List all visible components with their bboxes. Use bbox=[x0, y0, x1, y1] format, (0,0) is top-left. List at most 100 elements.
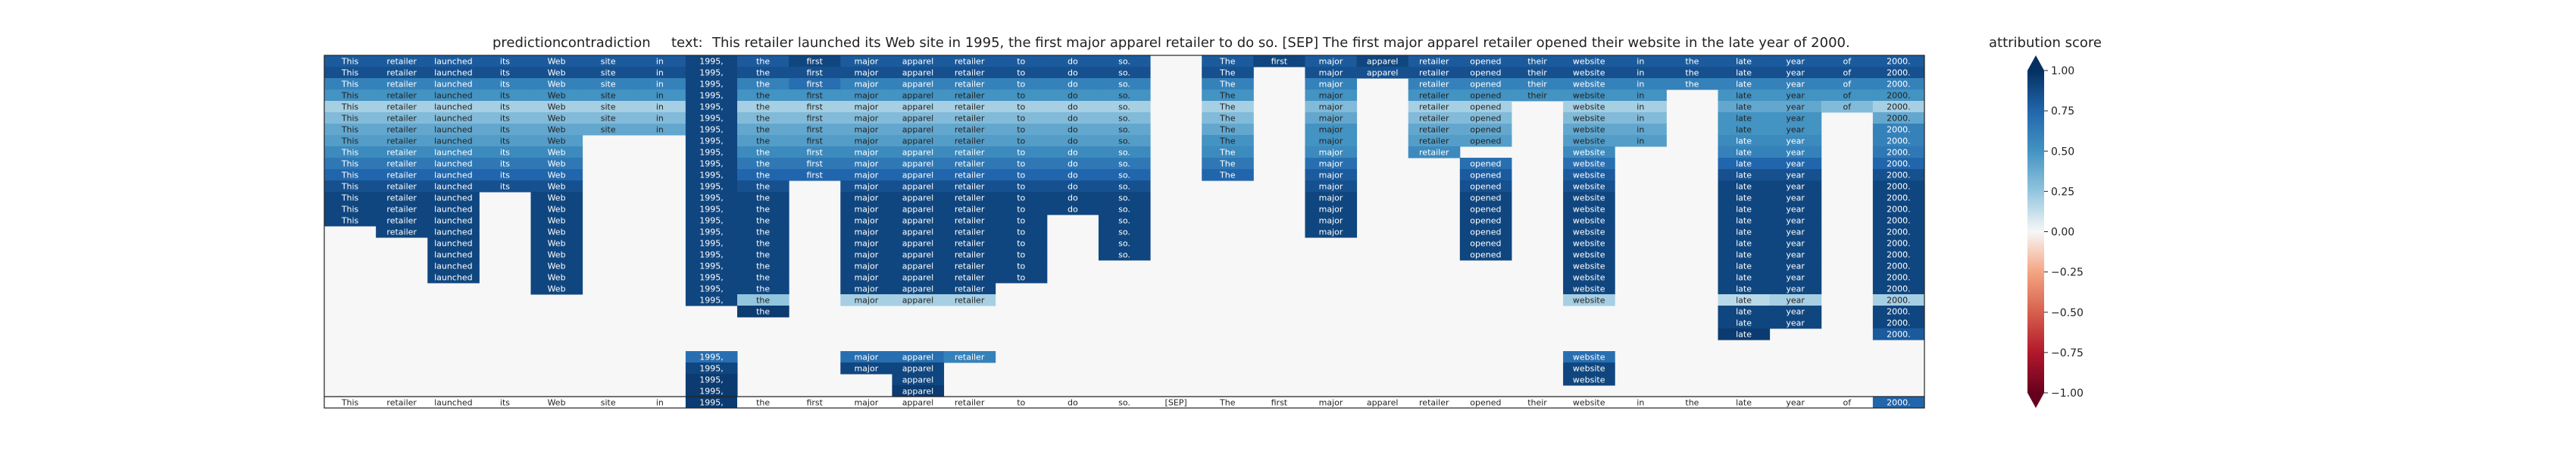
cell-token-label: apparel bbox=[902, 68, 934, 78]
cell-token-label: opened bbox=[1470, 171, 1501, 180]
heatmap-cell bbox=[737, 169, 789, 181]
bottom-row-cell bbox=[1459, 397, 1512, 409]
heatmap-cell bbox=[427, 78, 480, 90]
heatmap-cell bbox=[1202, 135, 1254, 147]
cell-token-label: in bbox=[1637, 80, 1644, 89]
cell-token-label: late bbox=[1736, 193, 1752, 203]
colorbar-tick-label: 1.00 bbox=[2051, 65, 2074, 77]
heatmap-cell bbox=[427, 260, 480, 272]
heatmap-cell bbox=[1821, 89, 1874, 102]
heatmap-cell bbox=[324, 78, 377, 90]
heatmap-cell bbox=[1872, 78, 1925, 90]
heatmap-cell bbox=[789, 78, 841, 90]
bottom-row-token-label: retailer bbox=[955, 398, 985, 408]
heatmap-cell bbox=[427, 215, 480, 227]
bottom-row-cell bbox=[1872, 397, 1925, 409]
heatmap-cell bbox=[1459, 215, 1512, 227]
heatmap-cell bbox=[685, 55, 738, 67]
cell-token-label: its bbox=[500, 91, 510, 101]
heatmap-cell bbox=[1098, 226, 1151, 238]
heatmap-cell bbox=[892, 169, 945, 181]
cell-token-label: its bbox=[500, 125, 510, 135]
heatmap-cell bbox=[1459, 237, 1512, 249]
bottom-row-cell bbox=[892, 397, 945, 409]
heatmap-cell bbox=[1046, 78, 1099, 90]
heatmap-cell bbox=[892, 112, 945, 124]
cell-token-label: so. bbox=[1118, 114, 1130, 124]
heatmap-cell bbox=[943, 180, 996, 193]
bottom-row-cell bbox=[1408, 397, 1461, 409]
cell-token-label: retailer bbox=[955, 262, 985, 271]
heatmap-cell bbox=[789, 67, 841, 79]
heatmap-cell bbox=[840, 215, 893, 227]
heatmap-cell bbox=[479, 180, 532, 193]
heatmap-cell bbox=[1563, 215, 1615, 227]
cell-token-label: retailer bbox=[955, 80, 985, 89]
cell-token-label: apparel bbox=[902, 273, 934, 283]
cell-token-label: their bbox=[1527, 57, 1547, 67]
heatmap-cell bbox=[1046, 55, 1099, 67]
heatmap-cell bbox=[789, 112, 841, 124]
cell-token-label: launched bbox=[434, 171, 473, 180]
cell-token-label: of bbox=[1843, 102, 1852, 112]
heatmap-cell bbox=[1305, 78, 1358, 90]
cell-token-label: major bbox=[854, 296, 878, 306]
cell-token-label: apparel bbox=[902, 296, 934, 306]
cell-token-label: to bbox=[1017, 68, 1025, 78]
bottom-row-token-label: to bbox=[1017, 398, 1025, 408]
heatmap-cell bbox=[1718, 112, 1771, 124]
cell-token-label: late bbox=[1736, 307, 1752, 317]
heatmap-cell bbox=[1563, 362, 1615, 375]
cell-token-label: the bbox=[756, 228, 770, 237]
cell-token-label: retailer bbox=[955, 136, 985, 146]
heatmap-cell bbox=[1046, 146, 1099, 158]
heatmap-cell bbox=[1718, 226, 1771, 238]
heatmap-cell bbox=[1408, 78, 1461, 90]
cell-token-label: apparel bbox=[902, 262, 934, 271]
cell-token-label: site bbox=[601, 102, 616, 112]
heatmap-cell bbox=[1202, 78, 1254, 90]
cell-token-label: retailer bbox=[1419, 148, 1449, 158]
heatmap-cell bbox=[943, 203, 996, 215]
heatmap-cell bbox=[943, 101, 996, 113]
heatmap-cell bbox=[840, 78, 893, 90]
heatmap-cell bbox=[892, 67, 945, 79]
cell-token-label: retailer bbox=[1419, 114, 1449, 124]
heatmap-cell bbox=[737, 146, 789, 158]
heatmap-cell bbox=[324, 55, 377, 67]
cell-token-label: its bbox=[500, 57, 510, 67]
cell-token-label: do bbox=[1068, 182, 1078, 192]
cell-token-label: the bbox=[756, 171, 770, 180]
heatmap-cell bbox=[1769, 215, 1822, 227]
colorbar-tick-label: 0.25 bbox=[2051, 186, 2074, 198]
heatmap-cell bbox=[1408, 101, 1461, 113]
cell-token-label: opened bbox=[1470, 102, 1501, 112]
cell-token-label: do bbox=[1068, 57, 1078, 67]
heatmap-cell bbox=[1563, 374, 1615, 386]
heatmap-cell bbox=[1872, 89, 1925, 102]
heatmap-cell bbox=[892, 55, 945, 67]
bottom-row-cell bbox=[1305, 397, 1358, 409]
cell-token-label: website bbox=[1573, 182, 1605, 192]
bottom-row-token-label: major bbox=[1319, 398, 1343, 408]
cell-token-label: major bbox=[1319, 159, 1343, 169]
heatmap-cell bbox=[943, 249, 996, 261]
colorbar-tick-label: 0.50 bbox=[2051, 146, 2074, 158]
cell-token-label: do bbox=[1068, 171, 1078, 180]
cell-token-label: so. bbox=[1118, 228, 1130, 237]
heatmap-cell bbox=[427, 146, 480, 158]
cell-token-label: the bbox=[756, 136, 770, 146]
heatmap-cell bbox=[685, 249, 738, 261]
heatmap-cell bbox=[1202, 124, 1254, 136]
heatmap-cell bbox=[1098, 112, 1151, 124]
heatmap-cell bbox=[1769, 169, 1822, 181]
colorbar-tick-label: 0.00 bbox=[2051, 227, 2074, 239]
cell-token-label: retailer bbox=[955, 216, 985, 226]
heatmap-cell bbox=[1098, 135, 1151, 147]
heatmap-cell bbox=[685, 374, 738, 386]
cell-token-label: the bbox=[756, 239, 770, 249]
heatmap-cell bbox=[324, 192, 377, 204]
heatmap-cell bbox=[1202, 169, 1254, 181]
cell-token-label: site bbox=[601, 114, 616, 124]
